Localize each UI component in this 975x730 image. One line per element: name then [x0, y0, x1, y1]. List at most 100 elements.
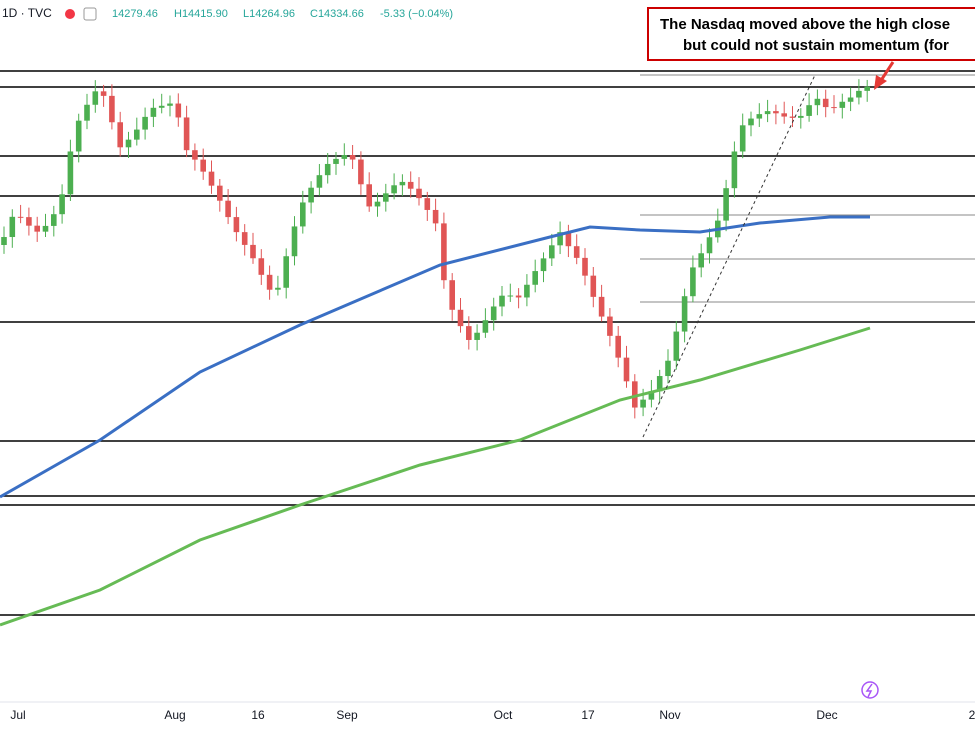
candle-body	[158, 105, 165, 108]
candle-body	[781, 113, 787, 117]
candle-body	[241, 232, 248, 245]
candle-body	[673, 331, 680, 361]
candle-body	[349, 155, 356, 160]
candle-body	[316, 175, 323, 188]
candle-body	[26, 217, 32, 226]
candle-body	[208, 171, 215, 186]
candle-body	[250, 244, 256, 259]
candle-body	[698, 253, 704, 268]
candle-body	[17, 216, 24, 218]
candle-body	[640, 399, 646, 408]
candle-body	[407, 181, 414, 189]
candle-body	[75, 120, 82, 152]
icon-bolt	[865, 683, 873, 698]
candle-body	[499, 295, 505, 307]
candles	[1, 79, 870, 419]
candle-body	[92, 91, 99, 105]
icon[interactable]	[861, 681, 879, 699]
candle-body	[806, 105, 812, 116]
candle-body	[565, 232, 572, 247]
candle-body	[291, 226, 298, 257]
annotation-box	[647, 7, 975, 61]
candle-body	[34, 225, 40, 232]
candle-body	[266, 274, 273, 290]
candle-body	[706, 237, 713, 254]
candle-body	[42, 225, 49, 232]
candle-body	[383, 193, 389, 202]
candle-body	[656, 376, 663, 392]
x-tick-label: Jul	[10, 708, 25, 722]
candle-body	[109, 95, 115, 123]
candle-body	[466, 326, 472, 340]
candle-body	[789, 116, 796, 118]
candle-body	[847, 97, 854, 102]
candle-body	[690, 267, 696, 297]
ohlc-low: L14264.96	[243, 8, 295, 20]
candle-body	[432, 209, 439, 224]
candle-body	[598, 296, 605, 317]
x-tick-label: 17	[581, 708, 595, 722]
candle-body	[590, 275, 597, 297]
candle-body	[324, 163, 331, 176]
candle-body	[532, 271, 538, 285]
candle-body	[217, 185, 223, 201]
candle-body	[648, 391, 655, 400]
candle-body	[490, 306, 497, 321]
candle-body	[474, 332, 480, 340]
candle-body	[416, 188, 422, 199]
candle-body	[549, 245, 555, 259]
candle-body	[739, 125, 746, 152]
candle-body	[482, 320, 489, 333]
candle-body	[864, 86, 870, 91]
x-tick-label: Nov	[659, 708, 680, 722]
candle-body	[391, 185, 397, 194]
candle-body	[507, 295, 514, 297]
candle-body	[183, 117, 190, 151]
menu-icon[interactable]	[83, 7, 97, 21]
candle-body	[681, 296, 688, 332]
candle-body	[84, 104, 90, 121]
candle-body	[134, 129, 140, 140]
x-tick-label: 2	[969, 708, 975, 722]
x-axis: Jul Aug 16 Sep Oct 17 Nov Dec 2	[10, 708, 975, 722]
candle-body	[814, 98, 821, 106]
candle-body	[175, 103, 182, 118]
ohlc-change: -5.33 (−0.04%)	[380, 8, 453, 20]
candle-body	[632, 381, 638, 408]
candle-body	[258, 258, 265, 275]
moving-averages	[0, 215, 871, 627]
candle-body	[341, 155, 348, 159]
candle-body	[731, 151, 738, 189]
ma-100	[0, 215, 870, 499]
candle-body	[856, 90, 862, 98]
candle-body	[798, 115, 804, 118]
candle-body	[839, 101, 846, 108]
candle-body	[125, 139, 132, 148]
candle-body	[59, 194, 65, 215]
candle-body	[831, 107, 837, 109]
ohlc-open: 14279.46	[112, 8, 158, 20]
trend-line	[642, 74, 816, 438]
candle-body	[333, 158, 339, 164]
candle-body	[665, 360, 671, 377]
candle-body	[358, 159, 364, 185]
candle-body	[623, 357, 630, 382]
candle-body	[51, 214, 57, 226]
candle-body	[233, 217, 240, 233]
candle-body	[515, 295, 522, 298]
ma-200	[0, 326, 871, 627]
candle-body	[192, 150, 198, 160]
candle-body	[615, 335, 621, 358]
candle-body	[366, 184, 372, 207]
candle-body	[540, 258, 547, 272]
candle-body	[100, 91, 107, 96]
candle-body	[150, 107, 157, 117]
candle-body	[524, 284, 530, 298]
candle-body	[167, 103, 173, 106]
candle-body	[822, 98, 829, 108]
candle-body	[773, 111, 779, 114]
candle-body	[9, 216, 16, 238]
candle-body	[283, 256, 289, 288]
x-tick-label: Dec	[816, 708, 837, 722]
